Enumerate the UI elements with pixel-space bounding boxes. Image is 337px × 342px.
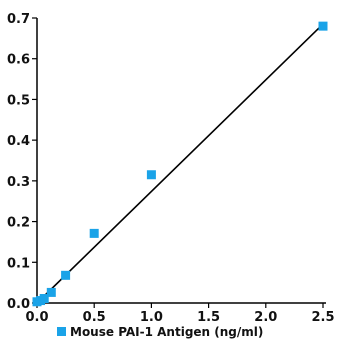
legend: Mouse PAI-1 Antigen (ng/ml)	[57, 325, 263, 339]
x-tick-label: 0.0	[25, 310, 48, 325]
data-point	[39, 294, 49, 304]
data-point	[318, 21, 328, 31]
y-tick-label: 0.6	[7, 53, 30, 68]
y-tick-label: 0.7	[7, 12, 30, 27]
data-point	[146, 170, 156, 180]
y-axis-ticks: 0.0 0.1 0.2 0.3 0.4 0.5 0.6 0.7	[7, 12, 37, 312]
trend-line	[36, 23, 324, 304]
x-tick-label: 1.0	[140, 310, 163, 325]
data-point	[46, 287, 56, 297]
y-tick-label: 0.3	[7, 175, 30, 190]
y-tick-label: 0.5	[7, 93, 30, 108]
data-points	[32, 21, 328, 307]
y-tick-label: 0.4	[7, 134, 30, 149]
data-point	[89, 228, 99, 238]
x-tick-label: 2.0	[254, 310, 277, 325]
y-tick-label: 0.1	[7, 256, 30, 271]
x-tick-label: 2.5	[311, 310, 334, 325]
y-tick-label: 0.2	[7, 216, 30, 231]
x-tick-label: 1.5	[197, 310, 220, 325]
legend-marker	[57, 327, 66, 336]
x-axis-ticks: 0.0 0.5 1.0 1.5 2.0 2.5	[25, 303, 335, 325]
legend-label: Mouse PAI-1 Antigen (ng/ml)	[70, 325, 263, 339]
data-point	[61, 270, 71, 280]
x-tick-label: 0.5	[83, 310, 106, 325]
y-tick-label: 0.0	[7, 297, 30, 312]
